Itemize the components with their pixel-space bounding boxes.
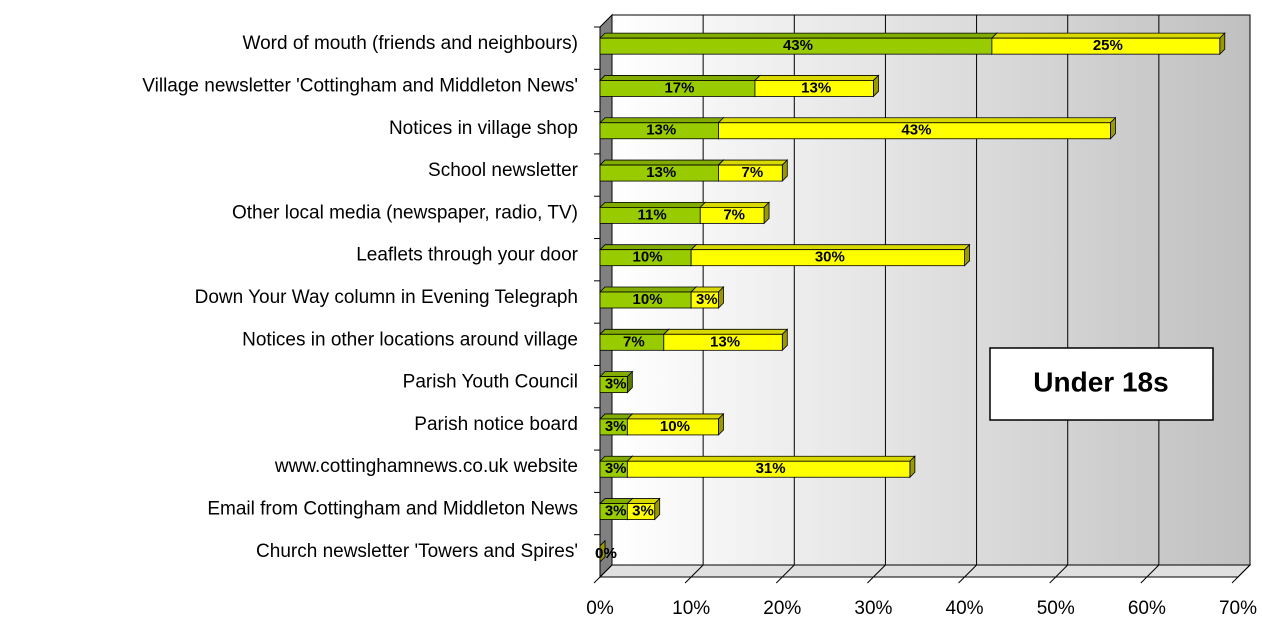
value-label: 3%	[605, 418, 627, 435]
bar	[718, 164, 783, 182]
x-tick-label: 0%	[586, 598, 614, 619]
value-label: 3%	[696, 291, 718, 308]
y-tick-label: Notices in village shop	[389, 118, 578, 139]
bar	[663, 333, 783, 351]
value-label: 7%	[723, 206, 745, 223]
value-label: 10%	[633, 291, 663, 308]
value-label: 10%	[660, 418, 690, 435]
tick-mark	[958, 576, 965, 584]
value-label: 3%	[632, 503, 654, 520]
grid-line	[599, 564, 613, 578]
tick-mark	[1231, 576, 1239, 584]
x-tick-label: 50%	[1037, 598, 1075, 619]
value-label: 13%	[801, 79, 831, 96]
x-tick-label: 10%	[672, 598, 710, 619]
grid-line	[690, 564, 704, 578]
y-tick-label: Parish notice board	[414, 414, 578, 435]
value-label: 13%	[646, 122, 676, 139]
bar	[626, 503, 656, 520]
grid-line	[1146, 564, 1160, 578]
value-label: 7%	[623, 333, 645, 350]
bar	[754, 80, 874, 97]
tick-mark	[775, 576, 783, 584]
y-tick-label: Other local media (newspaper, radio, TV)	[232, 202, 578, 223]
tick-mark	[1140, 576, 1148, 584]
value-label: 10%	[633, 249, 663, 266]
bar	[991, 37, 1221, 55]
y-tick-label: Notices in other locations around villag…	[242, 329, 578, 350]
bar	[718, 122, 1111, 140]
x-tick-label: 20%	[763, 598, 801, 619]
y-tick-label: Church newsletter 'Towers and Spires'	[256, 541, 578, 562]
tick-mark	[1049, 576, 1057, 584]
grid-line	[1055, 564, 1069, 578]
value-label: 30%	[815, 249, 845, 266]
grid-line	[873, 564, 886, 578]
value-label: 13%	[646, 164, 676, 181]
grid-line	[1237, 564, 1251, 578]
bar	[690, 249, 965, 267]
y-tick-label: Email from Cottingham and Middleton News	[207, 499, 578, 520]
grid-line	[781, 564, 795, 578]
y-tick-label: Leaflets through your door	[356, 245, 578, 266]
y-tick-label: Down Your Way column in Evening Telegrap…	[195, 287, 578, 308]
value-label: 25%	[1093, 37, 1123, 54]
value-label: 17%	[664, 79, 694, 96]
value-label: 3%	[605, 376, 627, 393]
bar	[626, 418, 719, 436]
bar-side	[599, 539, 606, 563]
y-tick-label: School newsletter	[428, 160, 579, 181]
x-tick-label: 60%	[1128, 598, 1166, 619]
value-label: 3%	[605, 460, 627, 477]
y-tick-label: Word of mouth (friends and neighbours)	[243, 33, 579, 54]
value-label: 31%	[756, 460, 786, 477]
value-label: 11%	[638, 206, 667, 223]
x-tick-label: 30%	[854, 598, 892, 619]
value-label: 3%	[605, 503, 627, 520]
grid-line	[964, 564, 977, 578]
annotation: Under 18s	[1033, 366, 1168, 397]
value-label: 7%	[742, 164, 764, 181]
value-label: 43%	[901, 122, 931, 139]
x-tick-label: 40%	[946, 598, 984, 619]
value-label: 13%	[710, 333, 740, 350]
x-tick-label: 70%	[1219, 598, 1257, 619]
annotation-box	[989, 347, 1214, 421]
bar	[626, 460, 911, 478]
y-tick-label: www.cottinghamnews.co.uk website	[274, 456, 578, 477]
y-tick-label: Village newsletter 'Cottingham and Middl…	[142, 75, 578, 96]
bar	[599, 376, 628, 394]
value-label: 43%	[783, 37, 813, 54]
tick-mark	[867, 576, 874, 584]
bar	[690, 291, 719, 309]
bar	[699, 206, 765, 224]
value-label: 0%	[595, 545, 617, 562]
y-tick-label: Parish Youth Council	[403, 372, 578, 393]
tick-mark	[593, 576, 601, 584]
tick-mark	[684, 576, 692, 584]
